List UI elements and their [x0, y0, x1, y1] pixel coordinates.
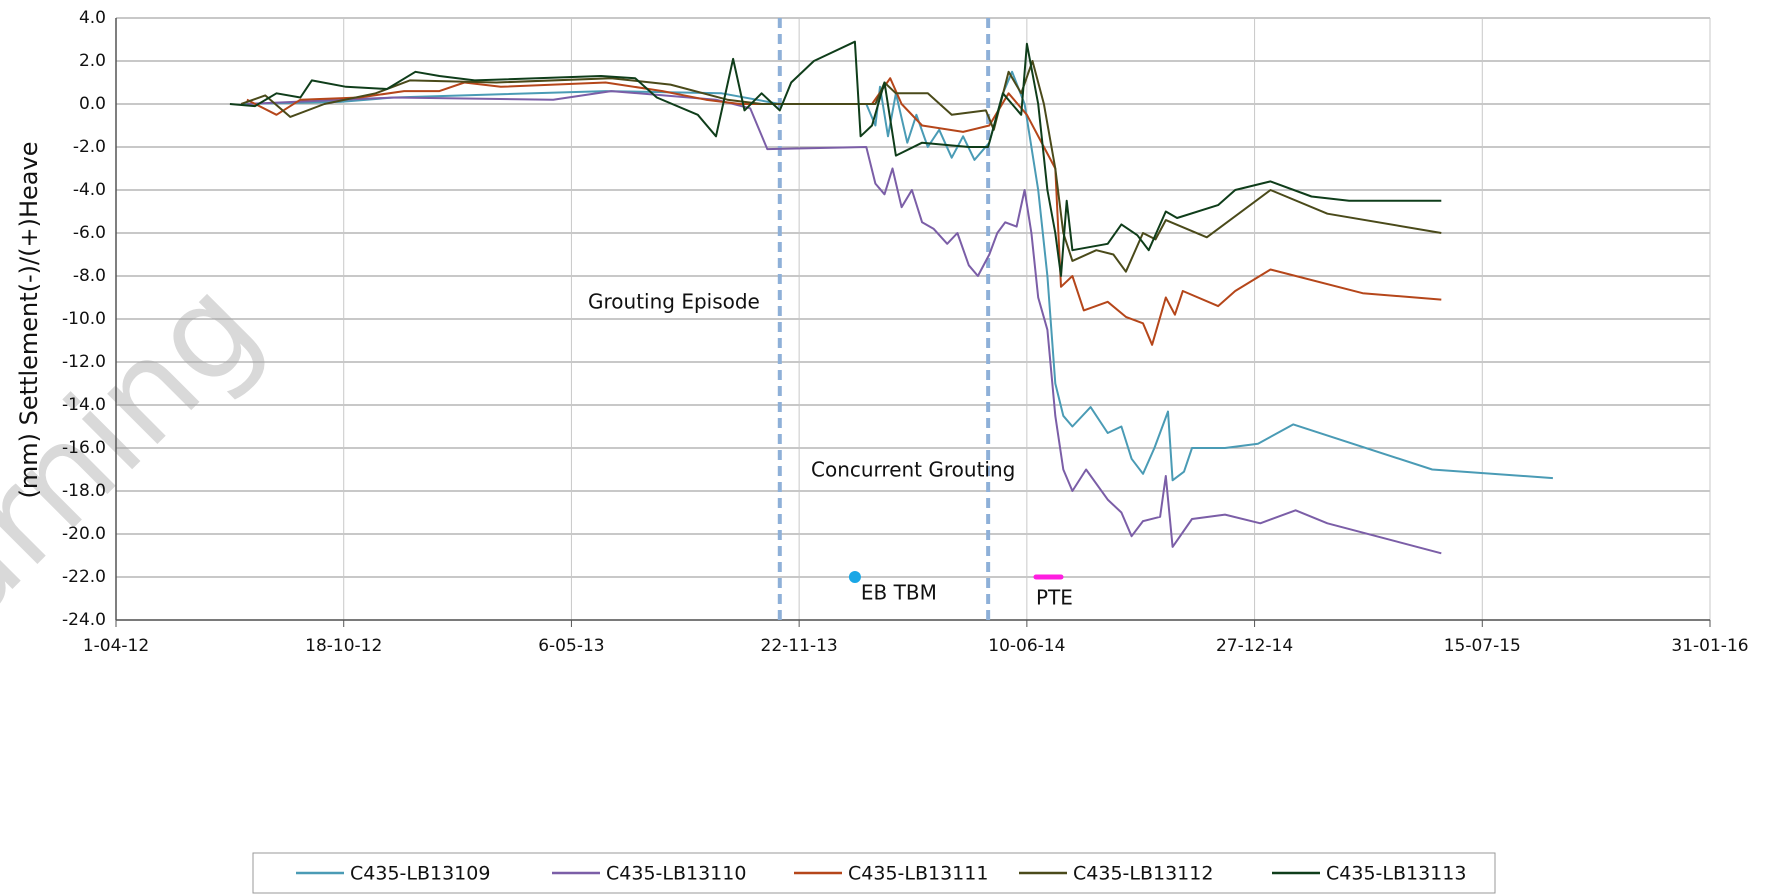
y-tick-label: -6.0	[73, 223, 106, 243]
x-tick-label: 27-12-14	[1216, 636, 1293, 656]
x-tick-label: 1-04-12	[83, 636, 149, 656]
y-tick-label: -12.0	[62, 352, 106, 372]
y-tick-label: -4.0	[73, 180, 106, 200]
y-tick-label: -16.0	[62, 438, 106, 458]
legend-label: C435-LB13109	[350, 863, 490, 885]
x-tick-label: 15-07-15	[1444, 636, 1521, 656]
annotation: Grouting Episode	[588, 290, 760, 314]
y-tick-label: 4.0	[79, 8, 106, 28]
y-tick-label: -10.0	[62, 309, 106, 329]
x-tick-label: 6-05-13	[538, 636, 604, 656]
y-tick-label: 0.0	[79, 94, 106, 114]
legend-label: C435-LB13113	[1326, 863, 1466, 885]
annotation: Concurrent Grouting	[811, 458, 1015, 482]
y-tick-label: -8.0	[73, 266, 106, 286]
x-tick-label: 10-06-14	[988, 636, 1065, 656]
legend-label: C435-LB13111	[848, 863, 988, 885]
legend-label: C435-LB13112	[1073, 863, 1213, 885]
x-tick-label: 18-10-12	[305, 636, 382, 656]
series-line	[246, 90, 1442, 555]
annotation: EB TBM	[861, 581, 937, 605]
y-tick-label: -22.0	[62, 567, 106, 587]
series-line	[229, 40, 1442, 277]
x-tick-label: 22-11-13	[761, 636, 838, 656]
y-tick-label: -14.0	[62, 395, 106, 415]
x-tick-label: 31-01-16	[1671, 636, 1748, 656]
y-tick-label: -20.0	[62, 524, 106, 544]
annotation: PTE	[1036, 586, 1073, 610]
y-tick-label: -2.0	[73, 137, 106, 157]
y-axis-label: (mm) Settlement(-)/(+)Heave	[15, 142, 43, 499]
y-tick-label: -24.0	[62, 610, 106, 630]
event-marker	[848, 571, 861, 583]
legend-label: C435-LB13110	[606, 863, 746, 885]
y-tick-label: -18.0	[62, 481, 106, 501]
y-tick-label: 2.0	[79, 51, 106, 71]
